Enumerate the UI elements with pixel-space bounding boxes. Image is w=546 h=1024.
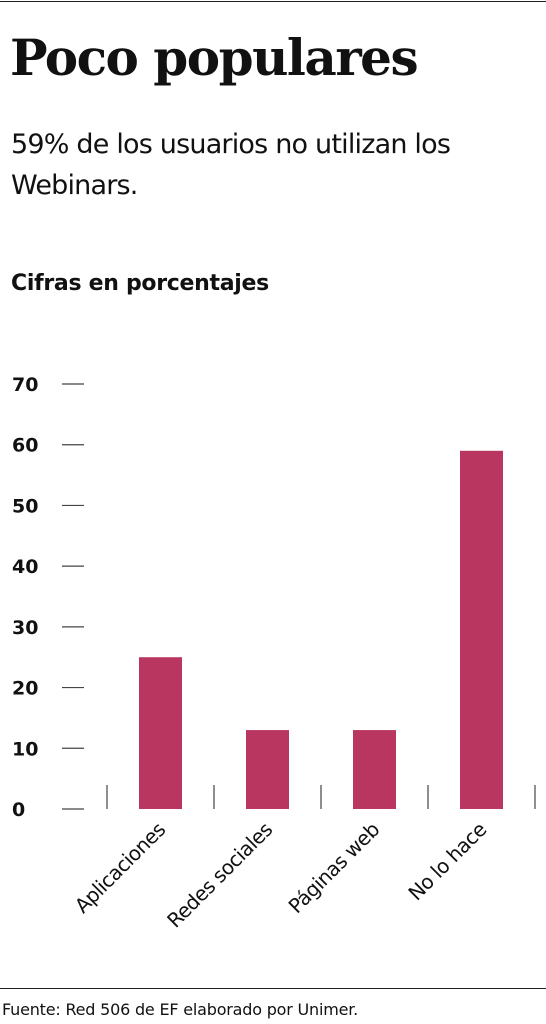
y-tick-label: 60 — [12, 435, 38, 457]
y-tick-label: 0 — [12, 799, 25, 821]
source-note: Fuente: Red 506 de EF elaborado por Unim… — [2, 1000, 359, 1019]
bar — [353, 730, 396, 809]
category-label: No lo hace — [403, 817, 491, 905]
y-tick-label: 70 — [12, 374, 38, 396]
y-tick-label: 50 — [12, 495, 38, 517]
category-label: Páginas web — [284, 818, 385, 919]
top-rule — [0, 1, 546, 2]
y-tick-label: 10 — [12, 738, 38, 760]
chart-subtitle: 59% de los usuarios no utilizan los Webi… — [11, 129, 451, 201]
bar — [139, 657, 182, 809]
bar — [246, 730, 289, 809]
y-tick-label: 20 — [12, 678, 38, 700]
bottom-rule — [0, 988, 546, 989]
y-tick-label: 30 — [12, 617, 38, 639]
chart-title: Poco populares — [10, 28, 419, 87]
category-label: Redes sociales — [162, 817, 277, 932]
category-label: Aplicaciones — [70, 817, 170, 917]
y-tick-label: 40 — [12, 556, 38, 578]
units-label: Cifras en porcentajes — [11, 271, 269, 296]
bar — [460, 450, 503, 809]
